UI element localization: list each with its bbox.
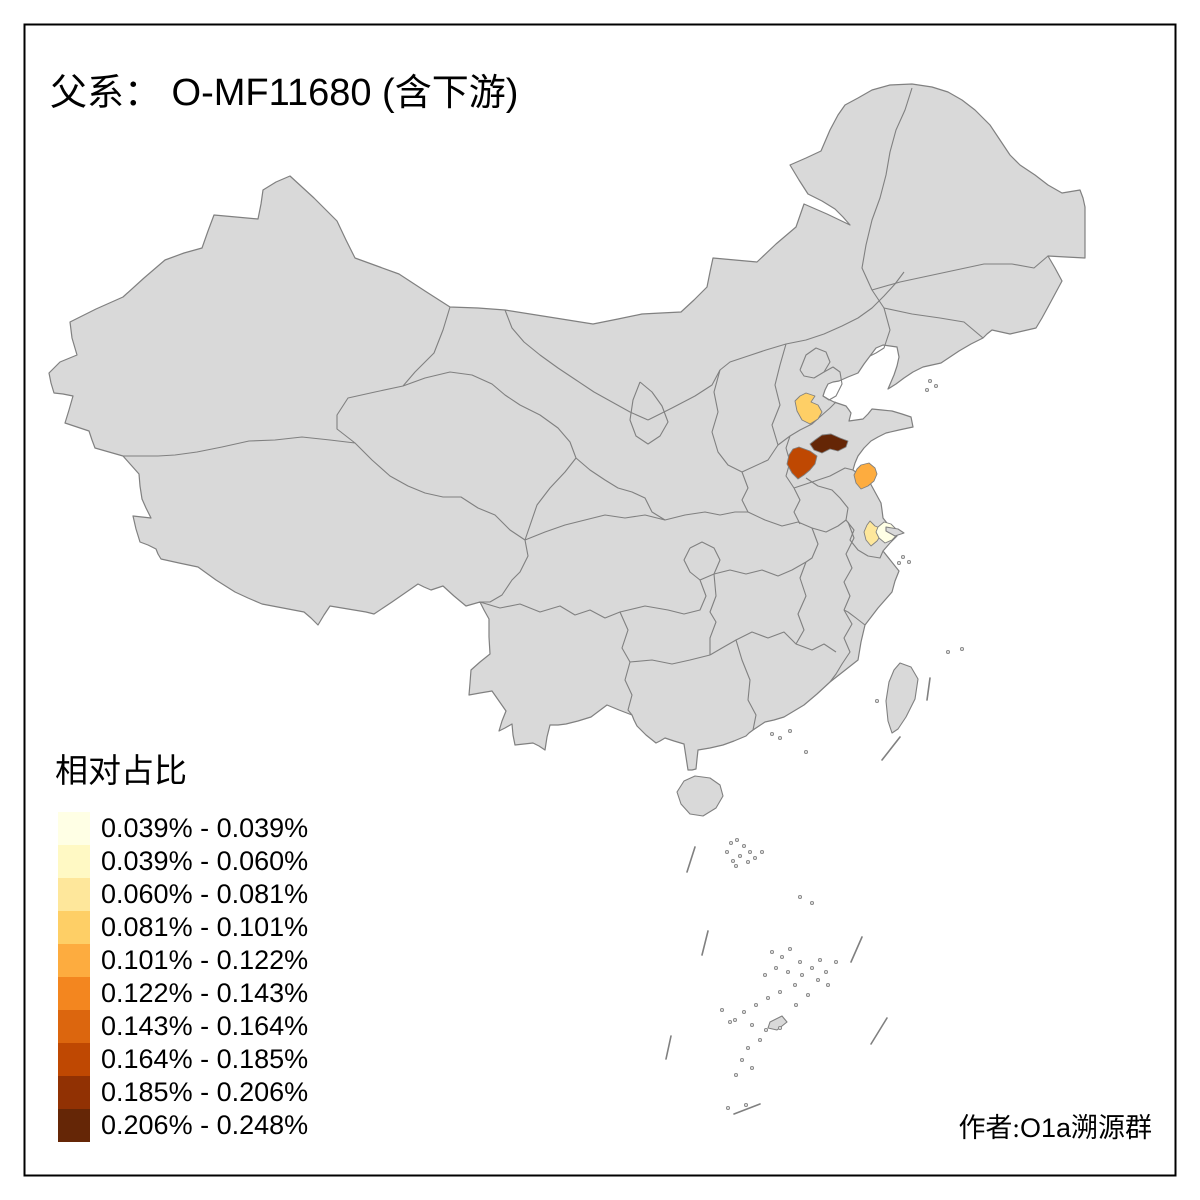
hainan-island <box>676 775 724 817</box>
legend-range-label: 0.122% - 0.143% <box>101 978 309 1008</box>
legend-row: 0.101% - 0.122% <box>58 944 308 977</box>
title-haplogroup-code: O-MF11680 ( <box>161 72 395 114</box>
legend-range-label: 0.101% - 0.122% <box>101 945 309 975</box>
legend-swatch <box>58 944 90 977</box>
map-region-3 <box>786 446 818 480</box>
legend-range-label: 0.081% - 0.101% <box>101 912 309 942</box>
legend-row: 0.164% - 0.185% <box>58 1043 308 1076</box>
legend-row: 0.039% - 0.039% <box>58 812 308 845</box>
legend-row: 0.081% - 0.101% <box>58 911 308 944</box>
legend-swatch <box>58 1076 90 1109</box>
attribution-zh-prefix: 作者: <box>958 1113 1020 1143</box>
legend-swatch <box>58 1043 90 1076</box>
legend-swatch <box>58 812 90 845</box>
china-mainland-outline <box>48 83 1086 771</box>
map-region-6 <box>875 521 898 544</box>
legend: 相对占比 0.039% - 0.039% 0.039% - 0.060% 0.060… <box>55 744 308 1142</box>
legend-range-label: 0.039% - 0.039% <box>101 813 309 843</box>
legend-swatch <box>58 1010 90 1043</box>
legend-rows: 0.039% - 0.039% 0.039% - 0.060% 0.060% - 0… <box>58 812 308 1142</box>
title-zh-suffix: 含下游 <box>394 73 506 114</box>
legend-range-label: 0.060% - 0.081% <box>101 879 309 909</box>
title-zh-prefix: 父系： <box>50 73 161 114</box>
legend-swatch <box>58 878 90 911</box>
legend-swatch <box>58 1109 90 1142</box>
map-frame <box>23 23 1177 1177</box>
map-region-4 <box>853 462 878 490</box>
legend-row: 0.185% - 0.206% <box>58 1076 308 1109</box>
legend-swatch <box>58 911 90 944</box>
legend-swatch <box>58 845 90 878</box>
title-paren-close: ) <box>505 72 519 114</box>
legend-row: 0.039% - 0.060% <box>58 845 308 878</box>
attribution-zh-suffix: 溯源群 <box>1071 1113 1152 1143</box>
legend-row: 0.122% - 0.143% <box>58 977 308 1010</box>
attribution: 作者:O1a溯源群 <box>958 1106 1152 1145</box>
legend-title: 相对占比 <box>55 754 187 790</box>
taiwan-island <box>885 662 919 734</box>
map-region-1 <box>794 392 823 425</box>
legend-row: 0.206% - 0.248% <box>58 1109 308 1142</box>
legend-row: 0.060% - 0.081% <box>58 878 308 911</box>
page-title: 父系： O-MF11680 (含下游) <box>50 62 518 116</box>
chongming-island <box>885 526 905 537</box>
map-region-5 <box>863 520 882 547</box>
legend-range-label: 0.143% - 0.164% <box>101 1011 309 1041</box>
province-borders <box>123 87 1049 731</box>
highlighted-regions <box>786 392 898 547</box>
legend-row: 0.143% - 0.164% <box>58 1010 308 1043</box>
islands <box>676 526 919 1031</box>
attribution-latin: O1a <box>1019 1113 1071 1143</box>
legend-swatch <box>58 977 90 1010</box>
legend-range-label: 0.206% - 0.248% <box>101 1110 309 1140</box>
legend-range-label: 0.164% - 0.185% <box>101 1044 309 1074</box>
map-region-2 <box>809 433 849 454</box>
spratly-islet <box>767 1015 788 1031</box>
legend-range-label: 0.039% - 0.060% <box>101 846 309 876</box>
nine-dash-line <box>665 677 931 1115</box>
legend-range-label: 0.185% - 0.206% <box>101 1077 309 1107</box>
south-china-sea-islands <box>720 378 965 1111</box>
